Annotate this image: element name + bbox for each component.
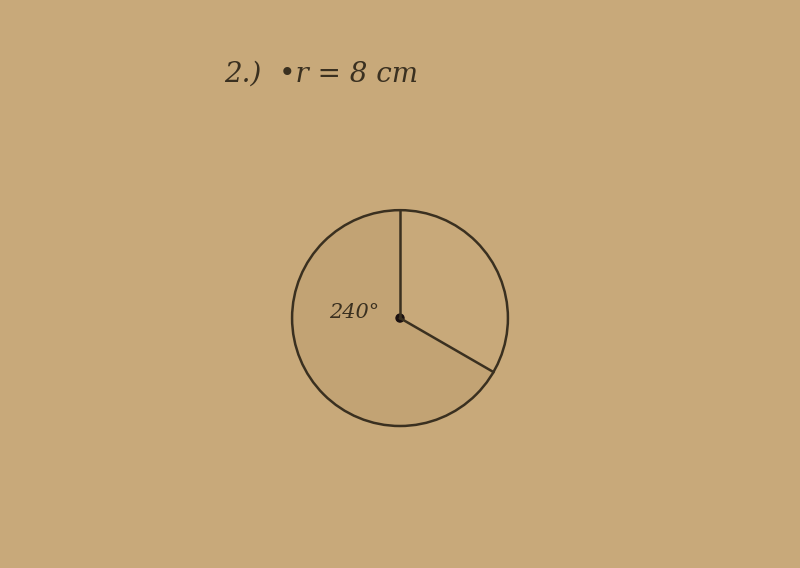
Wedge shape <box>292 210 494 426</box>
Text: 240°: 240° <box>330 303 380 322</box>
Text: 2.)  •r = 8 cm: 2.) •r = 8 cm <box>224 60 418 87</box>
Circle shape <box>396 314 404 322</box>
